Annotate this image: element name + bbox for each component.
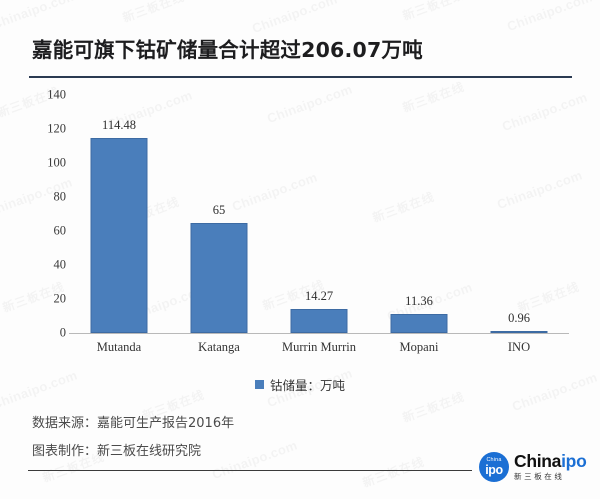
x-axis-line xyxy=(69,333,569,334)
bar-value-label: 65 xyxy=(212,202,226,217)
chart-legend: 钴储量：万吨 xyxy=(0,375,600,394)
logo-word-black: China xyxy=(514,451,562,471)
legend-swatch-icon xyxy=(254,380,264,389)
bars-area: 114.48 65 14.27 11.36 0.96 xyxy=(69,95,569,333)
x-axis-tick-label: Mopani xyxy=(399,340,439,354)
x-axis-labels: Mutanda Katanga Murrin Murrin Mopani INO xyxy=(69,340,569,362)
bar-value-label: 114.48 xyxy=(102,118,136,133)
logo-subtitle: 新三板在线 xyxy=(514,472,565,481)
y-axis-tick: 100 xyxy=(47,155,66,170)
bar-value-label: 0.96 xyxy=(508,311,530,325)
x-axis-tick-label: Mutanda xyxy=(96,340,142,354)
x-axis-tick-label: Katanga xyxy=(198,340,240,354)
y-axis: 0 20 40 60 80 100 120 140 xyxy=(22,88,67,340)
bar-slot: 14.27 xyxy=(269,95,369,333)
y-axis-tick: 0 xyxy=(59,325,66,340)
legend-label: 钴储量：万吨 xyxy=(269,378,345,393)
title-divider xyxy=(29,76,572,78)
footer-producer: 图表制作：新三板在线研究院 xyxy=(32,444,202,459)
page-title: 嘉能可旗下钴矿储量合计超过206.07万吨 xyxy=(32,38,423,62)
y-axis-tick: 40 xyxy=(53,257,67,272)
bar-value-label: 11.36 xyxy=(405,293,433,308)
bar[interactable] xyxy=(190,222,248,333)
chinaipo-logo-icon: China ipo xyxy=(479,452,509,482)
x-axis-tick-label: Murrin Murrin xyxy=(282,340,356,354)
bar[interactable] xyxy=(90,138,148,333)
legend-item[interactable]: 钴储量：万吨 xyxy=(254,375,345,394)
y-axis-tick: 60 xyxy=(53,223,67,238)
logo-main-text: Chinaipo xyxy=(514,451,587,471)
chinaipo-logo[interactable]: China ipo Chinaipo 新三板在线 xyxy=(479,451,587,482)
logo-mark-top-text: China xyxy=(486,457,502,463)
x-axis-tick-label: INO xyxy=(507,340,531,354)
y-axis-tick: 120 xyxy=(47,121,66,136)
bar-slot: 0.96 xyxy=(469,95,569,333)
bar[interactable] xyxy=(290,308,348,333)
y-axis-tick: 140 xyxy=(47,87,66,102)
bar[interactable] xyxy=(390,313,448,333)
bar[interactable] xyxy=(490,331,548,333)
logo-mark-bottom-text: ipo xyxy=(485,463,503,477)
footer-source: 数据来源：嘉能可生产报告2016年 xyxy=(32,416,235,431)
y-axis-tick: 20 xyxy=(53,291,67,306)
logo-word-blue: ipo xyxy=(561,451,587,471)
bar-slot: 114.48 xyxy=(69,95,169,333)
bar-value-label: 14.27 xyxy=(304,288,334,303)
bar-slot: 11.36 xyxy=(369,95,469,333)
logo-wordmark: Chinaipo 新三板在线 xyxy=(514,451,587,482)
footer-notes: 数据来源：嘉能可生产报告2016年 图表制作：新三板在线研究院 xyxy=(32,412,234,468)
footer-divider xyxy=(28,470,472,471)
y-axis-tick: 80 xyxy=(53,189,67,204)
bar-slot: 65 xyxy=(169,95,269,333)
